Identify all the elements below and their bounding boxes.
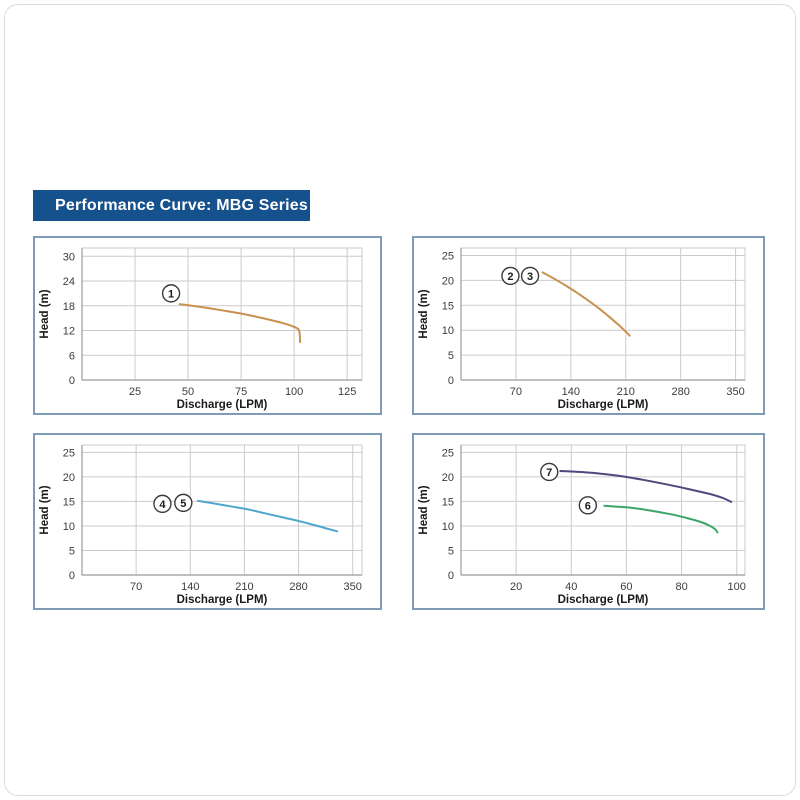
curve-label-number-5: 5 [180, 498, 186, 510]
page-title: Performance Curve: MBG Series [33, 190, 310, 221]
plot-border [81, 247, 363, 381]
curve-label-circle-2 [501, 266, 520, 286]
curve-1 [178, 303, 302, 344]
y-tick-label: 25 [442, 447, 454, 459]
x-tick-label: 350 [344, 581, 362, 593]
x-tick-label: 280 [289, 581, 307, 593]
curve-7 [559, 470, 733, 503]
curve-label-number-3: 3 [527, 271, 533, 283]
chart-panel-2: 0 5 10 15 20 25 70 140 210 280 350 Head (m) Discharg… [412, 236, 765, 415]
y-axis-title: Head (m) [39, 289, 51, 338]
performance-chart-bottom-right: 0 5 10 15 20 25 20 40 60 80 100 Head (m) Discharge (… [418, 444, 746, 606]
y-tick-label: 12 [63, 326, 75, 338]
y-axis-title: Head (m) [39, 485, 51, 534]
curve-label-circle-3 [520, 266, 540, 286]
y-tick-label: 20 [63, 472, 75, 484]
curve-6 [603, 504, 719, 534]
plot-border [460, 444, 746, 576]
y-tick-label: 15 [63, 496, 75, 508]
curve-4-5 [197, 499, 339, 533]
curve-label-circle-1 [161, 284, 181, 303]
plot-border [460, 247, 746, 381]
x-tick-label: 25 [129, 386, 141, 398]
x-tick-label: 80 [675, 581, 687, 593]
x-tick-label: 75 [235, 386, 247, 398]
x-tick-label: 210 [617, 386, 635, 398]
chart-panel-1: 0 6 12 18 24 30 25 50 75 100 125 Head (m) Discharge … [33, 236, 382, 415]
y-tick-label: 0 [448, 570, 454, 582]
y-tick-label: 30 [63, 251, 75, 263]
x-tick-label: 125 [338, 386, 356, 398]
x-tick-label: 100 [728, 581, 746, 593]
x-axis-title: Discharge (LPM) [177, 594, 268, 606]
y-tick-label: 5 [448, 350, 454, 362]
y-tick-label: 20 [442, 275, 454, 287]
performance-chart-top-left: 0 6 12 18 24 30 25 50 75 100 125 Head (m) Discharge … [39, 247, 363, 411]
y-tick-label: 25 [442, 250, 454, 262]
y-tick-label: 24 [63, 276, 75, 288]
x-tick-label: 70 [510, 386, 522, 398]
x-axis-title: Discharge (LPM) [558, 594, 649, 606]
x-tick-label: 50 [182, 386, 194, 398]
y-tick-label: 25 [63, 447, 75, 459]
chart-panel-4: 0 5 10 15 20 25 20 40 60 80 100 Head (m) Discharge (… [412, 433, 765, 610]
curve-label-number-7: 7 [546, 467, 552, 479]
x-tick-label: 100 [285, 386, 303, 398]
curve-label-number-1: 1 [168, 288, 174, 300]
performance-chart-top-right: 0 5 10 15 20 25 70 140 210 280 350 Head (m) Discharg… [418, 247, 746, 411]
curve-2-3 [541, 271, 631, 337]
y-axis-title: Head (m) [418, 485, 430, 534]
x-axis-title: Discharge (LPM) [177, 399, 268, 411]
curve-label-circle-7 [540, 462, 559, 482]
x-axis-title: Discharge (LPM) [558, 399, 649, 411]
x-tick-label: 40 [565, 581, 577, 593]
curve-label-number-4: 4 [159, 499, 166, 511]
x-tick-label: 140 [562, 386, 580, 398]
x-tick-label: 350 [726, 386, 744, 398]
y-tick-label: 0 [448, 375, 454, 387]
x-tick-label: 210 [235, 581, 253, 593]
curve-label-circle-6 [578, 496, 598, 515]
x-tick-label: 60 [620, 581, 632, 593]
x-tick-label: 140 [181, 581, 199, 593]
y-tick-label: 0 [69, 375, 75, 387]
y-tick-label: 10 [63, 521, 75, 533]
curve-label-circle-5 [174, 493, 193, 513]
y-tick-label: 15 [442, 496, 454, 508]
y-tick-label: 0 [69, 570, 75, 582]
y-tick-label: 18 [63, 301, 75, 313]
y-axis-title: Head (m) [418, 289, 430, 338]
y-tick-label: 5 [448, 545, 454, 557]
x-tick-label: 280 [671, 386, 689, 398]
plot-border [81, 444, 363, 576]
y-tick-label: 10 [442, 325, 454, 337]
y-tick-label: 6 [69, 350, 75, 362]
y-tick-label: 15 [442, 300, 454, 312]
chart-panel-3: 0 5 10 15 20 25 70 140 210 280 350 Head (m) Discharg… [33, 433, 382, 610]
performance-chart-bottom-left: 0 5 10 15 20 25 70 140 210 280 350 Head (m) Discharg… [39, 444, 363, 606]
curve-label-number-6: 6 [585, 500, 591, 512]
curve-label-circle-4 [153, 494, 172, 514]
y-tick-label: 5 [69, 545, 75, 557]
y-tick-label: 20 [442, 472, 454, 484]
x-tick-label: 70 [130, 581, 142, 593]
x-tick-label: 20 [510, 581, 522, 593]
curve-label-number-2: 2 [507, 271, 513, 283]
y-tick-label: 10 [442, 521, 454, 533]
